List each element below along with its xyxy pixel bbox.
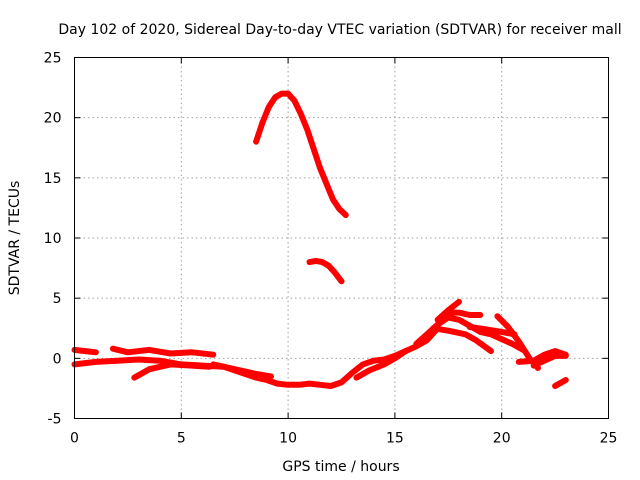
series-arc-4 [71,325,441,389]
y-tick-label: 20 [44,111,62,127]
series-arc-1 [253,90,349,219]
series-arc-3 [71,346,99,356]
y-tick-labels: -5 0 5 10 15 20 25 [44,51,62,428]
series-arc-2 [306,257,345,285]
x-tick-labels: 0 5 10 15 20 25 [70,431,617,447]
axis-ticks [74,57,609,419]
series-arc-5 [109,345,217,358]
y-tick-label: 15 [44,171,62,187]
series-arc-8 [353,348,409,381]
series-arc-17 [552,377,569,389]
y-tick-label: -5 [48,412,62,428]
chart-title: Day 102 of 2020, Sidereal Day-to-day VTE… [58,22,621,38]
y-tick-label: 25 [44,51,62,67]
y-tick-label: 0 [53,351,62,367]
x-tick-label: 15 [386,431,404,447]
x-axis-label: GPS time / hours [282,459,399,475]
series-arc-11 [445,309,484,318]
series-arc-15 [515,348,569,365]
y-tick-label: 10 [44,231,62,247]
series-arc-6 [131,361,213,381]
x-tick-label: 25 [600,431,618,447]
x-tick-label: 0 [70,431,79,447]
y-axis-label: SDTVAR / TECUs [7,181,23,296]
series-arc-13 [466,324,518,338]
series-arc-16 [530,352,569,369]
x-tick-label: 5 [177,431,186,447]
series-arc-7 [210,361,274,380]
series-arc-12 [430,325,494,355]
data-series [71,90,569,389]
x-tick-label: 10 [279,431,297,447]
x-tick-label: 20 [493,431,511,447]
grid [74,57,609,419]
y-tick-label: 5 [53,291,62,307]
